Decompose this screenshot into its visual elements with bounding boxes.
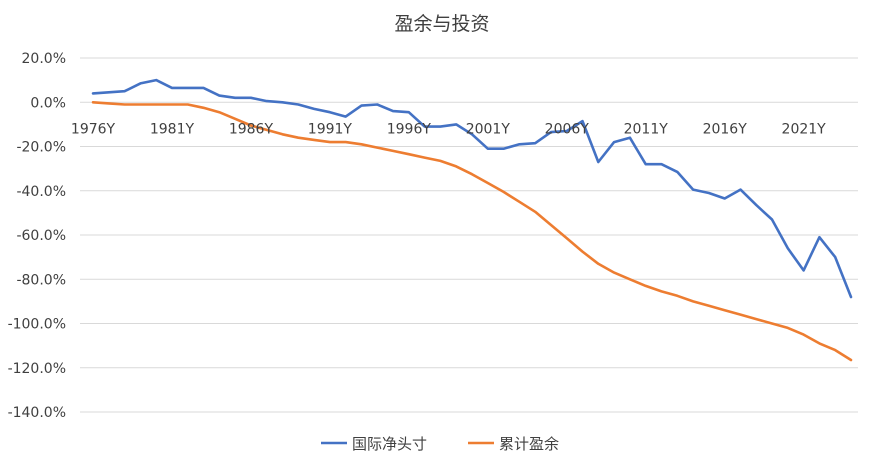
y-tick-label: 20.0%: [22, 51, 66, 67]
y-axis-ticks: 20.0% 0.0% -20.0% -40.0% -60.0% -80.0% -100.0%…: [8, 51, 66, 421]
y-tick-label: -80.0%: [16, 272, 66, 288]
x-tick-label: 1991Y: [308, 121, 353, 137]
y-tick-label: -40.0%: [16, 184, 66, 200]
x-tick-label: 2016Y: [703, 121, 748, 137]
y-tick-label: 0.0%: [30, 95, 66, 111]
x-tick-label: 1981Y: [150, 121, 195, 137]
x-tick-label: 1986Y: [229, 121, 274, 137]
x-tick-label: 1996Y: [387, 121, 432, 137]
y-tick-label: -20.0%: [16, 140, 66, 156]
x-tick-label: 1976Y: [71, 121, 116, 137]
series-lines: [91, 78, 853, 362]
series-line-1: [91, 101, 853, 362]
x-tick-label: 2006Y: [545, 121, 590, 137]
x-tick-label: 2011Y: [624, 121, 669, 137]
x-tick-label: 2021Y: [782, 121, 827, 137]
y-tick-label: -140.0%: [8, 405, 66, 421]
x-axis-ticks: 1976Y 1981Y 1986Y 1991Y 1996Y 2001Y 2006Y 2011Y…: [71, 121, 826, 137]
chart-title: 盈余与投资: [394, 13, 489, 35]
series-line-0: [91, 78, 853, 299]
legend-label-1: 累计盈余: [499, 435, 559, 453]
x-tick-label: 2001Y: [466, 121, 511, 137]
y-tick-label: -100.0%: [8, 317, 66, 333]
y-tick-label: -60.0%: [16, 228, 66, 244]
legend-label-0: 国际净头寸: [352, 435, 427, 453]
legend: 国际净头寸 累计盈余: [321, 435, 559, 453]
y-tick-label: -120.0%: [8, 361, 66, 377]
grid: [80, 57, 858, 413]
